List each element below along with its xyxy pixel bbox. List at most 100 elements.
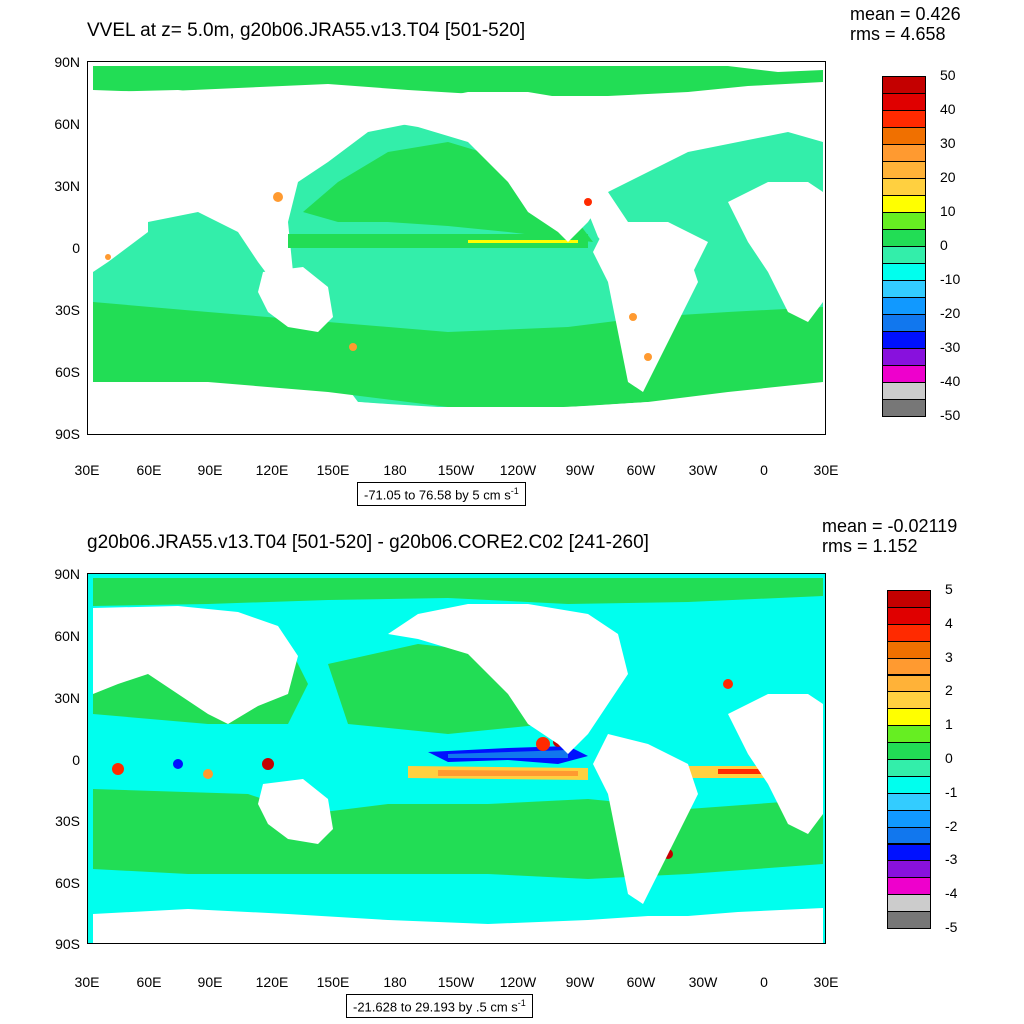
colorbar-swatch [882, 263, 926, 281]
colorbar-swatch [887, 674, 931, 693]
panel-title: VVEL at z= 5.0m, g20b06.JRA55.v13.T04 [5… [87, 20, 526, 41]
rms-value: rms = 1.152 [822, 536, 918, 556]
lon-label: 120E [255, 462, 289, 478]
lat-label-0: 0 [72, 752, 80, 768]
lon-label: 30E [813, 462, 839, 478]
colorbar-swatch [882, 110, 926, 128]
lon-label: 30W [688, 974, 718, 990]
colorbar-swatch [882, 144, 926, 162]
stats-block: mean = -0.02119 rms = 1.152 [822, 516, 957, 556]
colorbar [887, 590, 931, 929]
lon-label: 90W [565, 462, 595, 478]
colorbar-tick-label: 5 [945, 581, 953, 597]
lon-label: 120W [499, 462, 537, 478]
lat-label-90s: 90S [55, 936, 80, 952]
colorbar-swatch [882, 280, 926, 298]
contour-range-text: -71.05 to 76.58 by 5 cm s [364, 487, 511, 503]
lat-label-90s: 90S [55, 426, 80, 442]
lon-label: 150E [316, 974, 350, 990]
lon-label: 60W [626, 462, 656, 478]
colorbar-tick-label: -2 [945, 817, 958, 834]
colorbar-swatch [882, 314, 926, 332]
lon-label: 120W [499, 974, 537, 990]
colorbar-swatch [887, 826, 931, 845]
lon-label: 30E [813, 974, 839, 990]
lat-label-60s: 60S [55, 875, 80, 891]
colorbar-swatch [887, 708, 931, 727]
colorbar-swatch [882, 161, 926, 179]
colorbar-tick-label: -30 [940, 339, 961, 355]
lon-label: 150W [437, 974, 475, 990]
colorbar-swatch [882, 365, 926, 383]
lat-label-0: 0 [72, 240, 80, 256]
lat-label-30n: 30N [54, 178, 80, 194]
colorbar-swatch [882, 382, 926, 400]
unit-exponent: -1 [510, 486, 519, 496]
colorbar-swatch [887, 775, 931, 794]
colorbar-swatch [887, 792, 931, 811]
lat-label-90n: 90N [54, 566, 80, 582]
colorbar-tick-label: 50 [940, 67, 956, 83]
colorbar-swatch [887, 911, 931, 929]
panel-title: g20b06.JRA55.v13.T04 [501-520] - g20b06.… [87, 532, 649, 553]
colorbar-swatch [882, 127, 926, 145]
lat-label-60s: 60S [55, 364, 80, 380]
lon-label: 60E [136, 974, 162, 990]
rms-value: rms = 4.658 [850, 24, 946, 44]
lon-label: 120E [255, 974, 289, 990]
colorbar-swatch [882, 212, 926, 230]
colorbar-swatch [882, 246, 926, 264]
colorbar [882, 76, 926, 417]
unit-exponent: -1 [517, 998, 526, 1008]
colorbar-tick-label: 4 [945, 614, 953, 631]
lat-label-30n: 30N [54, 690, 80, 706]
lon-label: 30W [688, 462, 718, 478]
lon-label: 90E [197, 462, 223, 478]
colorbar-tick-label: -50 [940, 407, 961, 423]
lat-label-90n: 90N [54, 54, 80, 70]
mean-value: mean = -0.02119 [822, 516, 958, 536]
colorbar-swatch [887, 640, 931, 659]
colorbar-swatch [882, 399, 926, 417]
lon-label: 90E [197, 974, 223, 990]
lon-label: 30E [74, 974, 100, 990]
colorbar-tick-label: 2 [945, 682, 953, 699]
contour-range-box: -21.628 to 29.193 by .5 cm s-1 [346, 994, 533, 1019]
colorbar-swatch [887, 691, 931, 710]
contour-range-box: -71.05 to 76.58 by 5 cm s-1 [357, 482, 526, 507]
contour-range-text: -21.628 to 29.193 by .5 cm s [353, 999, 518, 1015]
lat-label-30s: 30S [55, 302, 80, 318]
colorbar-swatch [887, 742, 931, 760]
colorbar-swatch [887, 877, 931, 896]
colorbar-swatch [887, 623, 931, 642]
lon-label: 90W [565, 974, 595, 990]
colorbar-swatch [887, 725, 931, 744]
colorbar-swatch [882, 76, 926, 94]
colorbar-tick-label: 40 [940, 101, 956, 117]
lon-label: 30E [74, 462, 100, 478]
top-map-panel: VVEL at z= 5.0m, g20b06.JRA55.v13.T04 [5… [54, 4, 961, 507]
colorbar-swatch [887, 894, 931, 913]
colorbar-tick-label: -40 [940, 373, 961, 389]
lat-label-60n: 60N [54, 628, 80, 644]
colorbar-tick-label: -5 [945, 919, 958, 935]
lon-label: 180 [383, 462, 407, 478]
colorbar-swatch [882, 93, 926, 111]
lon-label: 150W [437, 462, 475, 478]
colorbar-tick-label: 3 [945, 648, 953, 665]
colorbar-swatch [882, 297, 926, 315]
colorbar-tick-label: 1 [945, 716, 953, 733]
colorbar-swatch [882, 178, 926, 196]
colorbar-swatch [882, 229, 926, 247]
lat-label-30s: 30S [55, 813, 80, 829]
colorbar-swatch [887, 657, 931, 676]
lon-label: 60E [136, 462, 162, 478]
lon-label: 60W [626, 974, 656, 990]
mean-value: mean = 0.426 [850, 4, 961, 24]
lon-label: 180 [383, 974, 407, 990]
map-field [88, 574, 825, 943]
lat-label-60n: 60N [54, 116, 80, 132]
colorbar-swatch [887, 590, 931, 608]
colorbar-tick-label: -10 [940, 271, 961, 287]
colorbar-tick-label: -3 [945, 851, 958, 868]
